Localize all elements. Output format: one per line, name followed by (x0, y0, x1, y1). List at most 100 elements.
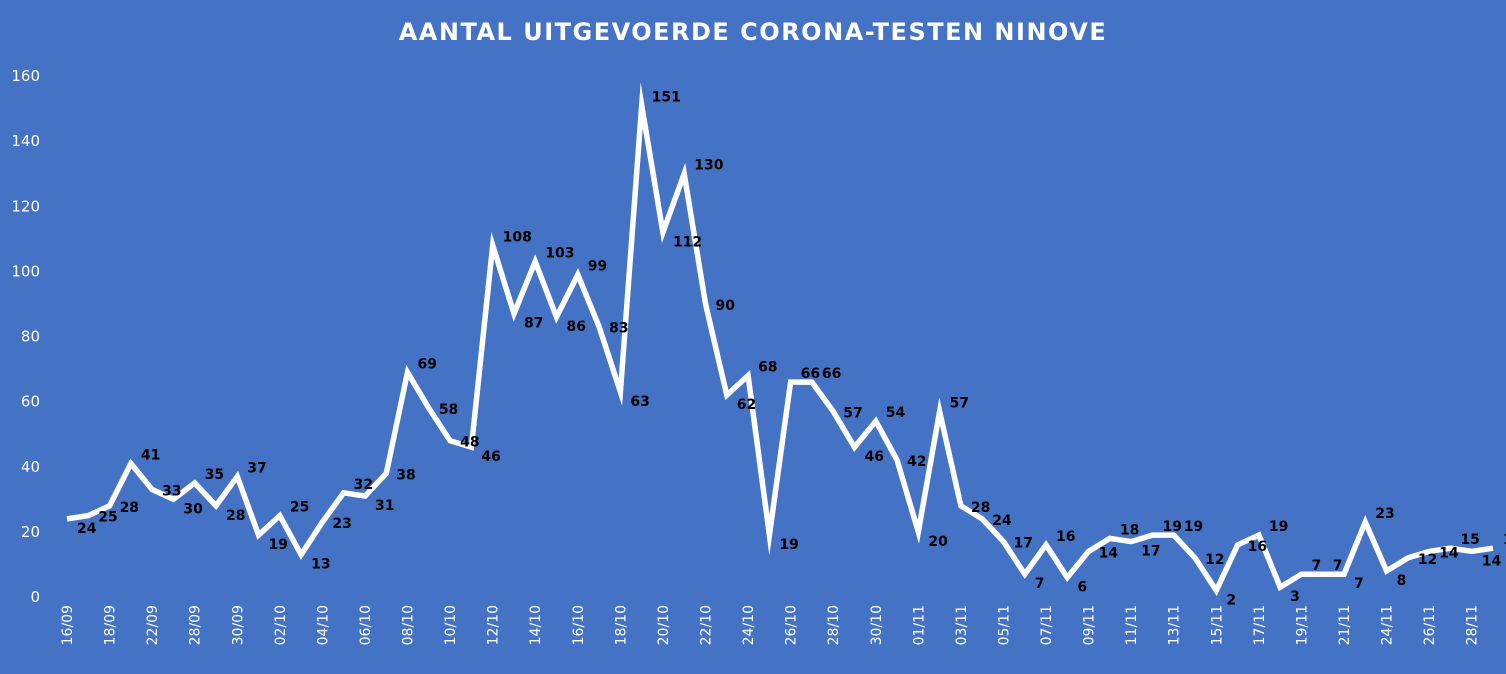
y-tick-label: 140 (11, 132, 40, 150)
data-label: 57 (843, 405, 862, 421)
data-label: 130 (694, 158, 723, 174)
x-tick-label: 26/11 (1422, 605, 1438, 645)
x-tick-label: 20/10 (656, 605, 672, 645)
data-label: 42 (907, 454, 926, 470)
x-tick-label: 08/10 (401, 605, 417, 645)
data-label: 13 (311, 557, 330, 573)
chart-title: AANTAL UITGEVOERDE CORONA-TESTEN NINOVE (398, 18, 1108, 46)
x-tick-label: 28/09 (188, 605, 204, 645)
data-label: 48 (460, 435, 479, 451)
data-label: 99 (588, 259, 607, 275)
y-tick-label: 60 (21, 393, 40, 411)
series-line (66, 82, 1494, 597)
data-label: 12 (1205, 552, 1224, 568)
data-label: 68 (758, 360, 777, 376)
data-label: 69 (418, 356, 437, 372)
y-tick-label: 120 (11, 197, 40, 215)
x-tick-label: 11/11 (1124, 605, 1140, 645)
x-tick-label: 21/11 (1337, 605, 1353, 645)
data-label: 31 (375, 498, 394, 514)
data-label: 20 (928, 534, 948, 550)
data-label: 19 (1269, 519, 1288, 535)
data-label: 103 (545, 246, 574, 262)
x-tick-label: 12/10 (486, 605, 502, 645)
data-label: 19 (269, 537, 288, 553)
data-label: 28 (120, 500, 139, 516)
data-label: 25 (290, 500, 309, 516)
x-tick-label: 22/09 (145, 605, 161, 645)
data-label: 19 (779, 537, 798, 553)
data-label: 2 (1226, 592, 1236, 608)
data-label: 15 (1460, 532, 1479, 548)
data-label: 28 (971, 500, 990, 516)
data-label: 14 (1482, 553, 1502, 569)
data-label: 54 (886, 405, 906, 421)
data-label: 57 (950, 395, 969, 411)
data-label: 58 (439, 402, 458, 418)
data-label: 24 (77, 521, 97, 537)
y-tick-label: 0 (30, 588, 40, 606)
y-tick-label: 20 (21, 523, 40, 541)
x-tick-label: 28/10 (826, 605, 842, 645)
x-tick-label: 10/10 (443, 605, 459, 645)
x-tick-label: 09/11 (1082, 605, 1098, 645)
x-tick-label: 05/11 (996, 605, 1012, 645)
data-label: 35 (205, 467, 224, 483)
x-tick-label: 30/10 (869, 605, 885, 645)
y-tick-label: 40 (21, 458, 40, 476)
data-label: 37 (247, 461, 266, 477)
x-tick-label: 04/10 (315, 605, 331, 645)
data-label: 28 (226, 508, 245, 524)
data-label: 16 (1056, 529, 1075, 545)
x-tick-label: 14/10 (528, 605, 544, 645)
x-tick-label: 01/11 (911, 605, 927, 645)
data-label: 17 (1013, 536, 1032, 552)
data-label: 23 (332, 516, 351, 532)
data-label: 23 (1375, 506, 1394, 522)
data-label: 7 (1311, 558, 1321, 574)
data-label: 7 (1333, 558, 1343, 574)
x-tick-label: 19/11 (1294, 605, 1310, 645)
data-label: 3 (1290, 589, 1300, 605)
x-tick-label: 16/10 (571, 605, 587, 645)
x-tick-label: 18/09 (103, 605, 119, 645)
data-label: 112 (673, 234, 702, 250)
data-label: 30 (183, 501, 203, 517)
x-tick-label: 22/10 (699, 605, 715, 645)
x-tick-label: 16/09 (60, 605, 76, 645)
data-label: 25 (98, 510, 117, 526)
data-label: 90 (716, 298, 736, 314)
x-tick-label: 18/10 (613, 605, 629, 645)
data-label: 151 (652, 89, 681, 105)
data-label: 63 (630, 394, 649, 410)
x-tick-label: 26/10 (784, 605, 800, 645)
data-label: 6 (1077, 579, 1087, 595)
data-label: 46 (481, 449, 500, 465)
data-label: 16 (1248, 539, 1267, 555)
x-tick-label: 24/10 (741, 605, 757, 645)
x-tick-label: 13/11 (1167, 605, 1183, 645)
data-label: 87 (524, 316, 543, 332)
data-label: 83 (609, 321, 628, 337)
data-label: 7 (1035, 576, 1045, 592)
x-tick-label: 17/11 (1252, 605, 1268, 645)
x-tick-label: 07/11 (1039, 605, 1055, 645)
x-tick-label: 15/11 (1209, 605, 1225, 645)
x-tick-label: 06/10 (358, 605, 374, 645)
data-label: 18 (1120, 522, 1139, 538)
data-label: 7 (1354, 576, 1364, 592)
data-label: 17 (1141, 544, 1160, 560)
data-label: 32 (354, 477, 373, 493)
data-label: 62 (737, 397, 756, 413)
y-tick-label: 80 (21, 328, 40, 346)
data-label: 41 (141, 447, 160, 463)
data-label: 19 (1184, 519, 1203, 535)
data-label: 86 (567, 319, 586, 335)
data-label: 15 (1503, 532, 1506, 548)
data-label: 24 (992, 513, 1012, 529)
data-label: 14 (1099, 545, 1119, 561)
y-tick-label: 100 (11, 262, 40, 280)
x-tick-label: 02/10 (273, 605, 289, 645)
